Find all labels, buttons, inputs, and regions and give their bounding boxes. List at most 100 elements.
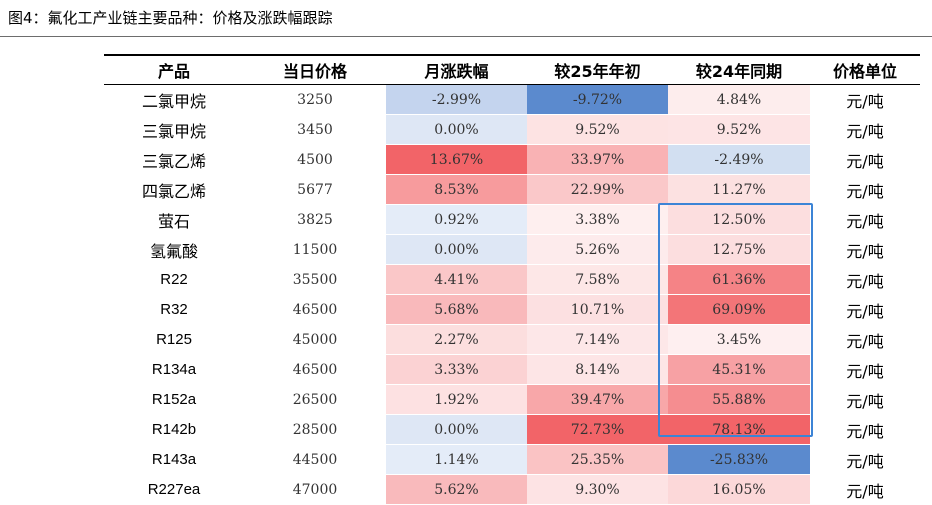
table-row: R142b 28500 0.00% 72.73% 78.13% 元/吨 (104, 414, 920, 445)
vs-2024-same-period-cell: 11.27% (668, 174, 810, 205)
monthly-change-cell: 0.92% (386, 204, 527, 235)
table-header-row: 产品 当日价格 月涨跌幅 较25年年初 较24年同期 价格单位 (104, 54, 920, 85)
vs-2025-start-cell: 39.47% (527, 384, 668, 415)
vs-2024-same-period-cell: 69.09% (668, 294, 810, 325)
product-name-cell: R134a (104, 354, 244, 385)
monthly-change-cell: -2.99% (386, 84, 527, 115)
table-row: R125 45000 2.27% 7.14% 3.45% 元/吨 (104, 324, 920, 355)
current-price-cell: 11500 (244, 234, 386, 265)
header-vs-2024-same-period: 较24年同期 (668, 54, 810, 85)
current-price-cell: 35500 (244, 264, 386, 295)
vs-2025-start-cell: 10.71% (527, 294, 668, 325)
header-price-unit: 价格单位 (810, 54, 920, 85)
monthly-change-cell: 5.68% (386, 294, 527, 325)
monthly-change-cell: 0.00% (386, 114, 527, 145)
table-row: 三氯甲烷 3450 0.00% 9.52% 9.52% 元/吨 (104, 114, 920, 145)
vs-2024-same-period-cell: 45.31% (668, 354, 810, 385)
vs-2024-same-period-cell: 4.84% (668, 84, 810, 115)
header-monthly-change: 月涨跌幅 (386, 54, 527, 85)
current-price-cell: 44500 (244, 444, 386, 475)
current-price-cell: 5677 (244, 174, 386, 205)
price-unit-cell: 元/吨 (810, 114, 920, 145)
table-row: 二氯甲烷 3250 -2.99% -9.72% 4.84% 元/吨 (104, 84, 920, 115)
current-price-cell: 45000 (244, 324, 386, 355)
product-name-cell: 二氯甲烷 (104, 84, 244, 115)
price-unit-cell: 元/吨 (810, 264, 920, 295)
vs-2024-same-period-cell: 55.88% (668, 384, 810, 415)
price-unit-cell: 元/吨 (810, 174, 920, 205)
monthly-change-cell: 13.67% (386, 144, 527, 175)
price-unit-cell: 元/吨 (810, 294, 920, 325)
price-unit-cell: 元/吨 (810, 324, 920, 355)
vs-2024-same-period-cell: -2.49% (668, 144, 810, 175)
price-unit-cell: 元/吨 (810, 474, 920, 505)
vs-2025-start-cell: 8.14% (527, 354, 668, 385)
vs-2024-same-period-cell: 12.50% (668, 204, 810, 235)
vs-2024-same-period-cell: 16.05% (668, 474, 810, 505)
current-price-cell: 47000 (244, 474, 386, 505)
monthly-change-cell: 3.33% (386, 354, 527, 385)
current-price-cell: 3825 (244, 204, 386, 235)
price-unit-cell: 元/吨 (810, 204, 920, 235)
product-name-cell: 四氯乙烯 (104, 174, 244, 205)
monthly-change-cell: 0.00% (386, 234, 527, 265)
product-name-cell: 萤石 (104, 204, 244, 235)
table-body: 二氯甲烷 3250 -2.99% -9.72% 4.84% 元/吨 三氯甲烷 3450 0.00… (104, 84, 920, 505)
current-price-cell: 3450 (244, 114, 386, 145)
product-name-cell: R143a (104, 444, 244, 475)
price-unit-cell: 元/吨 (810, 384, 920, 415)
vs-2025-start-cell: 9.52% (527, 114, 668, 145)
monthly-change-cell: 0.00% (386, 414, 527, 445)
vs-2025-start-cell: 33.97% (527, 144, 668, 175)
product-name-cell: R227ea (104, 474, 244, 505)
current-price-cell: 3250 (244, 84, 386, 115)
vs-2024-same-period-cell: 12.75% (668, 234, 810, 265)
price-unit-cell: 元/吨 (810, 234, 920, 265)
table-row: R152a 26500 1.92% 39.47% 55.88% 元/吨 (104, 384, 920, 415)
table-row: 三氯乙烯 4500 13.67% 33.97% -2.49% 元/吨 (104, 144, 920, 175)
vs-2025-start-cell: 7.58% (527, 264, 668, 295)
product-name-cell: R152a (104, 384, 244, 415)
monthly-change-cell: 2.27% (386, 324, 527, 355)
table-row: R22 35500 4.41% 7.58% 61.36% 元/吨 (104, 264, 920, 295)
vs-2025-start-cell: 72.73% (527, 414, 668, 445)
current-price-cell: 4500 (244, 144, 386, 175)
product-name-cell: R142b (104, 414, 244, 445)
monthly-change-cell: 4.41% (386, 264, 527, 295)
current-price-cell: 26500 (244, 384, 386, 415)
monthly-change-cell: 5.62% (386, 474, 527, 505)
current-price-cell: 46500 (244, 294, 386, 325)
table-row: 氢氟酸 11500 0.00% 5.26% 12.75% 元/吨 (104, 234, 920, 265)
vs-2025-start-cell: 3.38% (527, 204, 668, 235)
vs-2024-same-period-cell: 9.52% (668, 114, 810, 145)
price-unit-cell: 元/吨 (810, 414, 920, 445)
price-unit-cell: 元/吨 (810, 84, 920, 115)
product-name-cell: 三氯乙烯 (104, 144, 244, 175)
figure-title: 图4：氟化工产业链主要品种：价格及涨跌幅跟踪 (8, 9, 333, 27)
vs-2025-start-cell: 9.30% (527, 474, 668, 505)
current-price-cell: 46500 (244, 354, 386, 385)
product-name-cell: R22 (104, 264, 244, 295)
price-unit-cell: 元/吨 (810, 144, 920, 175)
vs-2024-same-period-cell: 78.13% (668, 414, 810, 445)
product-name-cell: 三氯甲烷 (104, 114, 244, 145)
vs-2024-same-period-cell: -25.83% (668, 444, 810, 475)
title-divider (0, 36, 932, 37)
product-name-cell: 氢氟酸 (104, 234, 244, 265)
vs-2024-same-period-cell: 3.45% (668, 324, 810, 355)
product-name-cell: R125 (104, 324, 244, 355)
monthly-change-cell: 1.92% (386, 384, 527, 415)
table-row: 萤石 3825 0.92% 3.38% 12.50% 元/吨 (104, 204, 920, 235)
vs-2025-start-cell: 7.14% (527, 324, 668, 355)
price-table: 产品 当日价格 月涨跌幅 较25年年初 较24年同期 价格单位 二氯甲烷 3250… (104, 54, 920, 505)
vs-2025-start-cell: 5.26% (527, 234, 668, 265)
table-row: 四氯乙烯 5677 8.53% 22.99% 11.27% 元/吨 (104, 174, 920, 205)
header-product: 产品 (104, 54, 244, 85)
product-name-cell: R32 (104, 294, 244, 325)
table-row: R227ea 47000 5.62% 9.30% 16.05% 元/吨 (104, 474, 920, 505)
monthly-change-cell: 8.53% (386, 174, 527, 205)
price-unit-cell: 元/吨 (810, 354, 920, 385)
current-price-cell: 28500 (244, 414, 386, 445)
table-row: R134a 46500 3.33% 8.14% 45.31% 元/吨 (104, 354, 920, 385)
header-vs-2025-start: 较25年年初 (527, 54, 668, 85)
